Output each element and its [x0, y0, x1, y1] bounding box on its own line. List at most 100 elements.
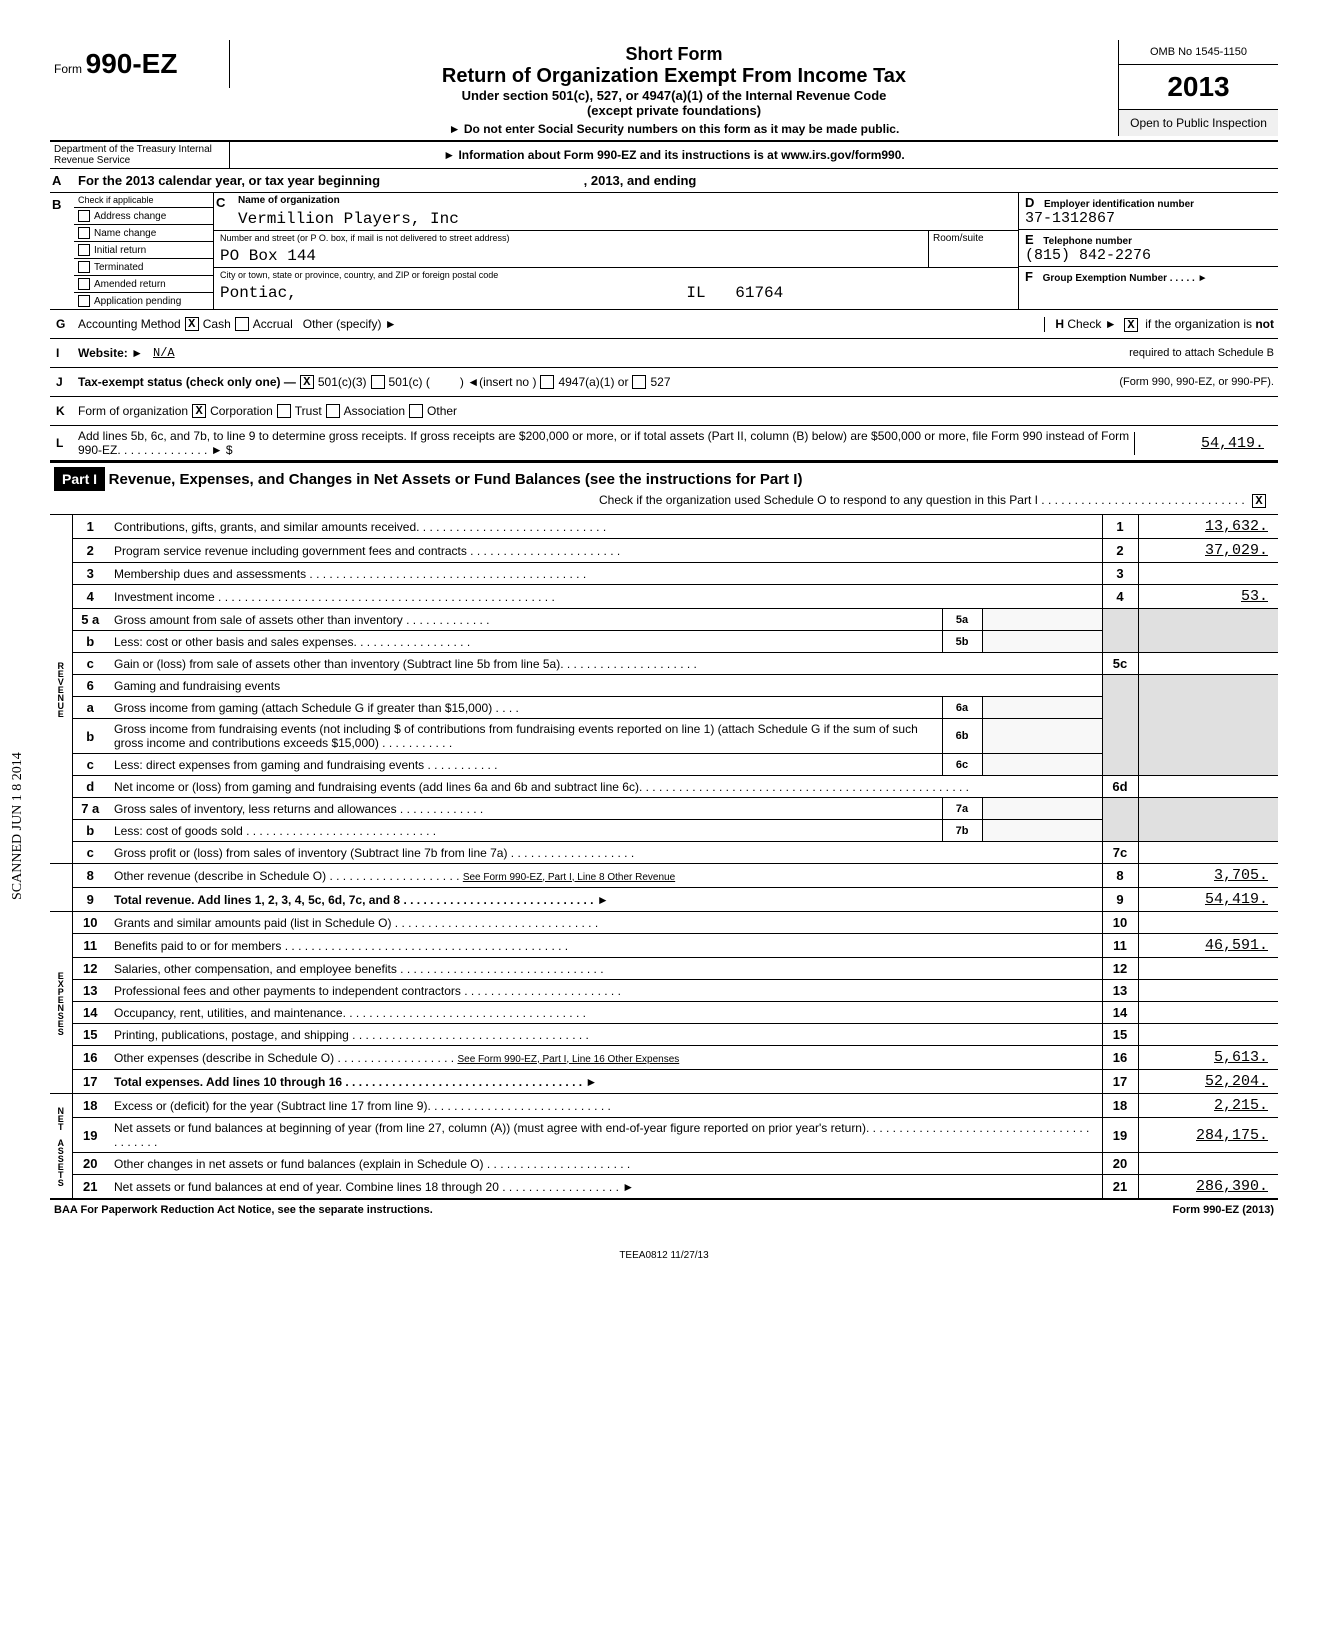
letter-a: A: [50, 169, 74, 192]
line-8-row: 8 Other revenue (describe in Schedule O)…: [50, 864, 1278, 888]
baa-notice: BAA For Paperwork Reduction Act Notice, …: [54, 1204, 433, 1216]
accounting-method-label: Accounting Method: [78, 317, 181, 331]
cb-amended[interactable]: Amended return: [74, 276, 213, 293]
line-6b-row: b Gross income from fundraising events (…: [50, 719, 1278, 754]
line-2-row: 2 Program service revenue including gove…: [50, 539, 1278, 563]
org-city: Pontiac, IL 61764: [214, 282, 1018, 304]
line-6c-row: c Less: direct expenses from gaming and …: [50, 754, 1278, 776]
line-3-row: 3 Membership dues and assessments . . . …: [50, 563, 1278, 585]
cb-terminated[interactable]: Terminated: [74, 259, 213, 276]
calendar-year-text: For the 2013 calendar year, or tax year …: [74, 169, 1278, 192]
letter-g: G: [54, 313, 78, 335]
right-header-box: OMB No 1545-1150 2013 Open to Public Ins…: [1118, 40, 1278, 136]
form-prefix: Form: [54, 62, 82, 76]
cb-accrual[interactable]: [235, 317, 249, 331]
dept-row: Department of the Treasury Internal Reve…: [50, 142, 1278, 169]
line-6d-row: d Net income or (loss) from gaming and f…: [50, 776, 1278, 798]
check-applicable-label: Check if applicable: [74, 193, 213, 208]
line-9-amount: 54,419.: [1138, 888, 1278, 912]
cb-address-change[interactable]: Address change: [74, 208, 213, 225]
cb-other-org[interactable]: [409, 404, 423, 418]
checkbox-column: Check if applicable Address change Name …: [74, 193, 214, 309]
expenses-side-label: EXPENSES: [50, 912, 72, 1094]
line-2-amount: 37,029.: [1138, 539, 1278, 563]
instruction-2: ► Information about Form 990-EZ and its …: [230, 142, 1118, 168]
city-label: City or town, state or province, country…: [214, 268, 1018, 282]
line-14-row: 14 Occupancy, rent, utilities, and maint…: [50, 1002, 1278, 1024]
line-20-row: 20 Other changes in net assets or fund b…: [50, 1153, 1278, 1175]
part-1-label: Part I: [54, 467, 105, 491]
cb-trust[interactable]: [277, 404, 291, 418]
org-name: Vermillion Players, Inc: [232, 208, 1018, 230]
line-6-row: 6 Gaming and fundraising events: [50, 675, 1278, 697]
inspection-notice: Open to Public Inspection: [1119, 110, 1278, 136]
cal-year-mid: , 2013, and ending: [584, 173, 697, 188]
cb-501c3[interactable]: X: [300, 375, 314, 389]
section-i-row: I Website: ► N/A required to attach Sche…: [50, 339, 1278, 368]
letter-h: H: [1055, 317, 1064, 331]
line-7a-row: 7 a Gross sales of inventory, less retur…: [50, 798, 1278, 820]
letter-l: L: [54, 432, 78, 454]
section-k-row: K Form of organization XCorporation Trus…: [50, 397, 1278, 426]
name-address-column: C Name of organization Vermillion Player…: [214, 193, 1018, 309]
line-1-amount: 13,632.: [1138, 515, 1278, 539]
group-exemption-box: F Group Exemption Number . . . . . ►: [1019, 267, 1278, 286]
website-value: N/A: [153, 346, 175, 360]
cb-schedule-b[interactable]: X: [1124, 318, 1138, 332]
footer-row: BAA For Paperwork Reduction Act Notice, …: [50, 1199, 1278, 1220]
section-g-h-row: G Accounting Method XCash Accrual Other …: [50, 310, 1278, 339]
letter-c: C: [214, 193, 232, 230]
financial-table: REVENUE 1 Contributions, gifts, grants, …: [50, 515, 1278, 1199]
assets-side-label: NET ASSETS: [50, 1094, 72, 1199]
cb-cash[interactable]: X: [185, 317, 199, 331]
cb-association[interactable]: [326, 404, 340, 418]
section-a-row: A For the 2013 calendar year, or tax yea…: [50, 169, 1278, 193]
phone-value: (815) 842-2276: [1025, 247, 1272, 264]
instruction-1: ► Do not enter Social Security numbers o…: [240, 122, 1108, 136]
form-reference: Form 990-EZ (2013): [1173, 1204, 1274, 1216]
line-5b-row: b Less: cost or other basis and sales ex…: [50, 631, 1278, 653]
cb-corporation[interactable]: X: [192, 404, 206, 418]
tax-year: 2013: [1119, 65, 1278, 110]
line-12-row: 12 Salaries, other compensation, and emp…: [50, 958, 1278, 980]
line-18-amount: 2,215.: [1138, 1094, 1278, 1118]
cb-pending[interactable]: Application pending: [74, 293, 213, 309]
form-org-label: Form of organization: [78, 404, 188, 418]
line-21-amount: 286,390.: [1138, 1175, 1278, 1199]
cb-501c[interactable]: [371, 375, 385, 389]
cb-4947[interactable]: [540, 375, 554, 389]
room-suite-label: Room/suite: [928, 231, 1018, 267]
scanned-stamp: SCANNED JUN 1 8 2014: [10, 752, 26, 900]
header-row: Form 990-EZ Short Form Return of Organiz…: [50, 40, 1278, 142]
cb-name-change[interactable]: Name change: [74, 225, 213, 242]
phone-box: E Telephone number (815) 842-2276: [1019, 230, 1278, 267]
line-11-amount: 46,591.: [1138, 934, 1278, 958]
line-6a-row: a Gross income from gaming (attach Sched…: [50, 697, 1278, 719]
line-1-row: REVENUE 1 Contributions, gifts, grants, …: [50, 515, 1278, 539]
line-17-row: 17 Total expenses. Add lines 10 through …: [50, 1070, 1278, 1094]
gross-receipts-value: 54,419.: [1134, 432, 1274, 455]
form-number: 990-EZ: [86, 48, 178, 79]
part-1-header-row: Part I Revenue, Expenses, and Changes in…: [50, 461, 1278, 515]
form-number-box: Form 990-EZ: [50, 40, 230, 88]
right-info-column: D Employer identification number 37-1312…: [1018, 193, 1278, 309]
dept-label: Department of the Treasury Internal Reve…: [50, 142, 230, 168]
line-8-note: See Form 990-EZ, Part I, Line 8 Other Re…: [463, 872, 675, 883]
line-10-row: EXPENSES 10 Grants and similar amounts p…: [50, 912, 1278, 934]
form-990ez-container: Form 990-EZ Short Form Return of Organiz…: [50, 40, 1278, 1261]
letter-b: B: [50, 193, 74, 309]
org-address: PO Box 144: [214, 245, 928, 267]
cb-schedule-o[interactable]: X: [1252, 494, 1266, 508]
letter-i: I: [54, 342, 78, 364]
letter-k: K: [54, 400, 78, 422]
omb-number: OMB No 1545-1150: [1119, 40, 1278, 65]
line-13-row: 13 Professional fees and other payments …: [50, 980, 1278, 1002]
short-form-title: Short Form: [240, 44, 1108, 65]
cb-527[interactable]: [632, 375, 646, 389]
line-16-row: 16 Other expenses (describe in Schedule …: [50, 1046, 1278, 1070]
cb-initial-return[interactable]: Initial return: [74, 242, 213, 259]
line-11-row: 11 Benefits paid to or for members . . .…: [50, 934, 1278, 958]
gross-receipts-text: Add lines 5b, 6c, and 7b, to line 9 to d…: [78, 429, 1134, 457]
footer-code: TEEA0812 11/27/13: [50, 1250, 1278, 1261]
line-19-row: 19 Net assets or fund balances at beginn…: [50, 1118, 1278, 1153]
